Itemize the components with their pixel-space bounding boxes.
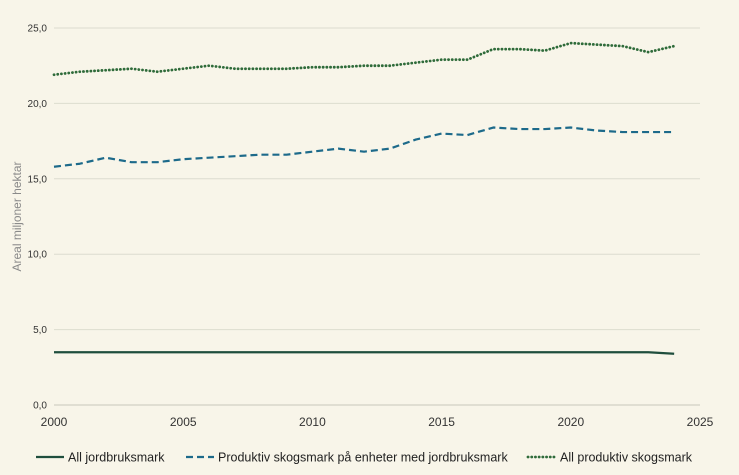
x-tick-label: 2025 [687,415,714,429]
x-tick-label: 2020 [557,415,584,429]
x-tick-label: 2005 [170,415,197,429]
x-tick-label: 2000 [41,415,68,429]
series-line-3 [52,41,676,77]
series-line-1 [54,351,675,355]
y-tick-label: 15,0 [28,174,48,185]
y-tick-label: 10,0 [28,250,48,261]
y-axis-title: Areal miljoner hektar [10,161,24,271]
series-lines [52,41,676,355]
x-tick-label: 2010 [299,415,326,429]
series-line-2 [53,126,675,168]
legend-label-3: All produktiv skogsmark [560,451,693,465]
y-tick-label: 5,0 [33,325,47,336]
legend-label-1: All jordbruksmark [68,451,165,465]
x-tick-label: 2015 [428,415,455,429]
axes: 0,0 5,0 10,0 15,0 20,0 25,0 2000 2005 2010 2015 20… [28,24,714,430]
legend: All jordbruksmark Produktiv skogsmark på … [36,451,693,465]
y-tick-label: 0,0 [33,401,47,412]
y-tick-label: 25,0 [28,24,48,35]
legend-label-2: Produktiv skogsmark på enheter med jordb… [218,451,508,465]
gridlines [54,27,700,331]
y-tick-label: 20,0 [28,99,48,110]
